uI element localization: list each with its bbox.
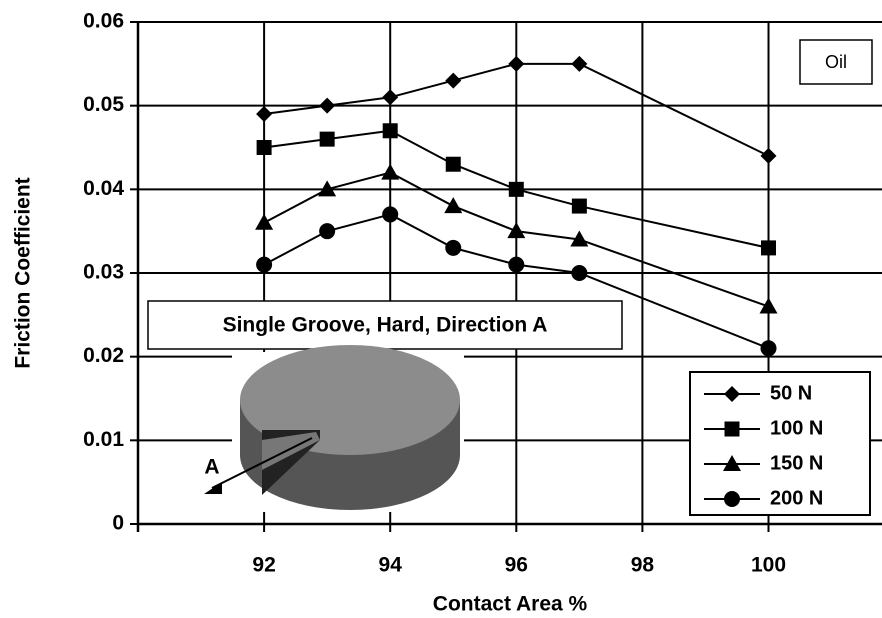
legend-label: 200 N — [770, 487, 823, 509]
marker — [508, 55, 525, 72]
pointer-line — [211, 437, 313, 489]
y-tick-label: 0.01 — [83, 428, 124, 451]
marker — [508, 256, 525, 273]
marker — [255, 213, 274, 230]
marker — [570, 230, 589, 247]
y-tick-label: 0.04 — [83, 177, 124, 200]
marker — [445, 156, 461, 172]
annotation: Single Groove, Hard, Direction A — [223, 314, 548, 337]
x-tick-label: 94 — [379, 554, 403, 577]
legend-label: 100 N — [770, 417, 823, 439]
y-tick-label: 0.02 — [83, 344, 124, 367]
marker — [256, 140, 272, 155]
marker — [444, 197, 463, 214]
marker — [381, 163, 400, 180]
legend-marker — [724, 491, 740, 507]
x-tick-label: 98 — [631, 554, 655, 577]
legend-marker — [724, 421, 740, 437]
marker — [319, 131, 335, 147]
annotation-box — [799, 39, 873, 85]
marker — [445, 72, 462, 89]
x-tick-label: 100 — [751, 554, 786, 577]
marker — [319, 97, 336, 114]
legend-label: 50 N — [770, 382, 812, 404]
marker — [571, 55, 588, 72]
annotation-box — [147, 300, 623, 350]
annotation: Oil — [825, 52, 847, 72]
marker — [759, 297, 778, 314]
marker — [761, 240, 777, 256]
x-tick-label: 96 — [505, 554, 528, 577]
marker — [256, 256, 273, 273]
marker — [507, 222, 526, 239]
marker — [256, 106, 273, 123]
marker — [508, 181, 524, 197]
marker — [318, 180, 337, 197]
marker — [571, 198, 587, 214]
marker — [571, 265, 588, 281]
legend-label: 150 N — [770, 452, 823, 474]
y-tick-label: 0.03 — [83, 261, 124, 284]
disc-illustration — [204, 345, 464, 512]
x-axis-title: Contact Area % — [433, 593, 588, 616]
y-axis-title: Friction Coefficient — [12, 177, 35, 368]
pointer-arrow — [204, 482, 222, 494]
y-tick-label: 0.06 — [83, 10, 124, 33]
y-tick-label: 0 — [112, 512, 124, 535]
legend-box — [689, 371, 871, 516]
disc-top — [240, 345, 460, 455]
marker — [445, 239, 462, 256]
marker — [760, 340, 777, 357]
marker — [382, 89, 399, 106]
marker — [382, 206, 399, 223]
marker — [319, 223, 336, 240]
marker — [382, 123, 398, 139]
x-tick-label: 92 — [252, 554, 275, 577]
legend-marker — [724, 386, 740, 402]
annotation: A — [204, 456, 219, 479]
marker — [760, 147, 777, 164]
y-tick-label: 0.05 — [83, 93, 124, 116]
legend-marker — [723, 455, 741, 471]
